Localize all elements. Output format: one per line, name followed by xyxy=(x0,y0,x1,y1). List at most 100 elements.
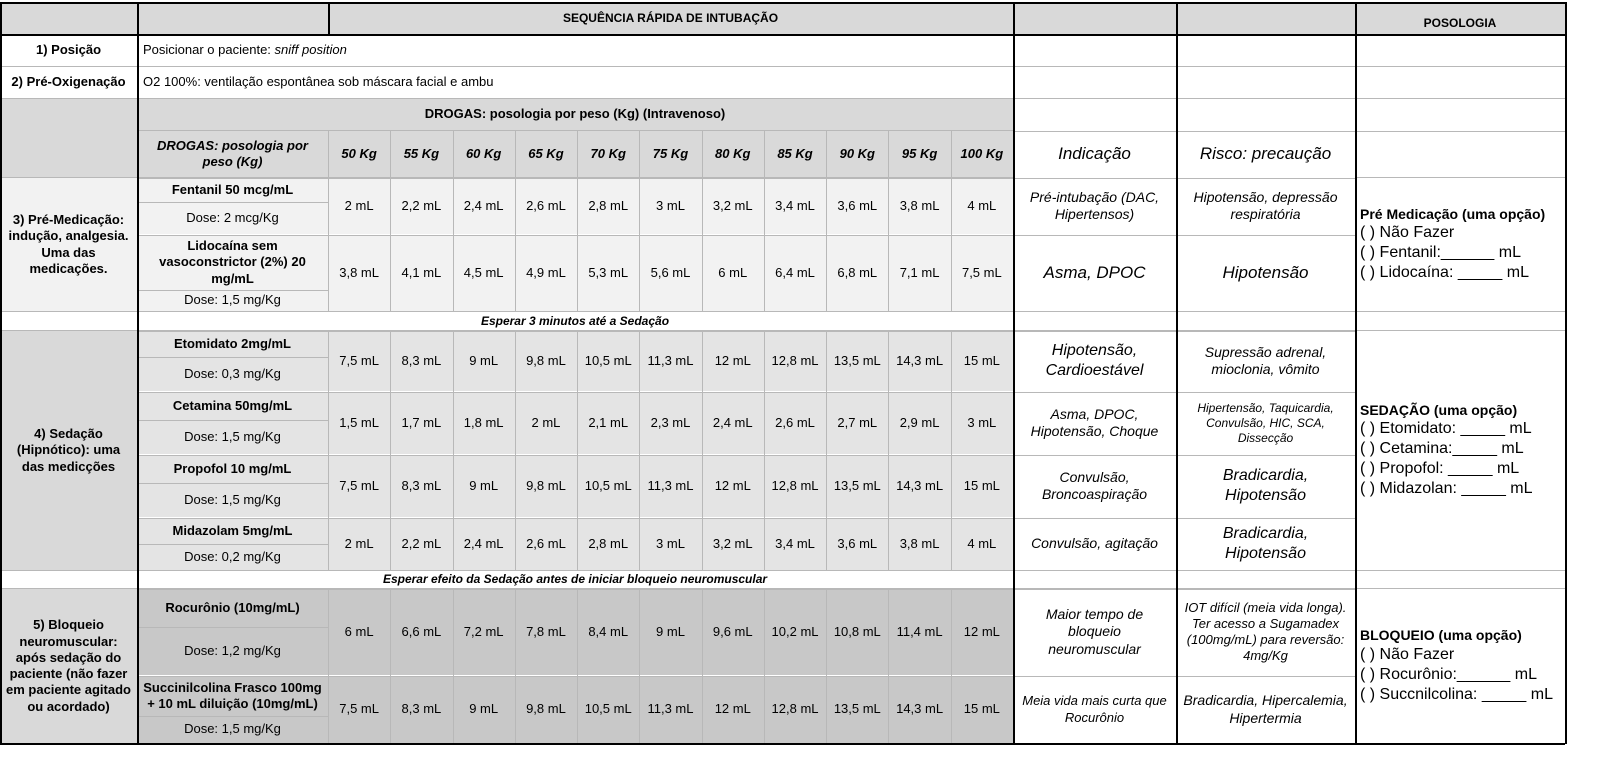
weight-header-7-text: 85 Kg xyxy=(777,145,813,161)
posologia-bloqueio-option[interactable]: ( ) Rocurônio:______ mL xyxy=(1360,665,1537,683)
indicacao-0: Pré-intubação (DAC, Hipertensos) xyxy=(1013,178,1176,234)
grid-vline xyxy=(452,331,454,570)
indicacao-2: Hipotensão, Cardioestável xyxy=(1013,331,1176,391)
dose-cell-6-6-text: 9,6 mL xyxy=(712,623,753,639)
dose-cell-5-5: 3 mL xyxy=(639,518,702,570)
separator-wait-block-text: Esperar efeito da Sedação antes de inici… xyxy=(382,572,768,586)
risco-7-text: Bradicardia, Hipercalemia, Hipertermia xyxy=(1183,692,1348,726)
indicacao-3: Asma, DPOC, Hipotensão, Choque xyxy=(1013,392,1176,454)
dose-cell-2-0: 7,5 mL xyxy=(328,331,391,391)
grid-vline xyxy=(888,589,890,743)
dose-cell-7-8-text: 13,5 mL xyxy=(833,701,881,717)
dose-cell-0-8-text: 3,6 mL xyxy=(837,197,878,213)
drug-dose-3: Dose: 1,5 mg/Kg xyxy=(137,420,328,454)
dose-cell-7-10-text: 15 mL xyxy=(963,701,1000,717)
grid-hline xyxy=(137,455,1355,456)
weight-header-5: 75 Kg xyxy=(639,131,702,177)
dose-cell-5-8-text: 3,6 mL xyxy=(837,535,878,551)
dose-cell-2-1: 8,3 mL xyxy=(390,331,453,391)
drugs-title-text: DROGAS: posologia por peso (Kg) (Intrave… xyxy=(424,106,726,122)
posologia-premed-option[interactable]: ( ) Lidocaína: _____ mL xyxy=(1360,264,1529,282)
dose-cell-1-3-text: 4,9 mL xyxy=(526,264,566,280)
dose-cell-7-6-text: 12 mL xyxy=(714,701,751,717)
risco-3: Hipertensão, Taquicardia, Convulsão, HIC… xyxy=(1176,392,1355,454)
drug-dose-2-text: Dose: 0,3 mg/Kg xyxy=(184,365,281,381)
dose-cell-4-4: 10,5 mL xyxy=(577,455,640,517)
dose-cell-5-4-text: 2,8 mL xyxy=(588,535,629,551)
step-preoxi-text-text: O2 100%: ventilação espontânea sob másca… xyxy=(143,74,494,90)
posologia-sedacao-option[interactable]: ( ) Etomidato: _____ mL xyxy=(1360,420,1532,438)
dose-cell-7-4: 10,5 mL xyxy=(577,676,640,743)
grid-vline xyxy=(328,2,330,34)
drug-name-0: Fentanil 50 mcg/mL xyxy=(137,178,328,202)
grid-hline xyxy=(0,34,1565,36)
grid-hline xyxy=(0,330,1013,331)
dose-cell-0-7: 3,4 mL xyxy=(763,178,827,234)
dose-cell-1-4-text: 5,3 mL xyxy=(588,264,629,280)
dose-cell-2-0-text: 7,5 mL xyxy=(339,352,379,368)
dose-cell-0-2-text: 2,4 mL xyxy=(463,197,504,213)
dose-cell-2-5-text: 11,3 mL xyxy=(647,352,694,368)
grid-hline xyxy=(0,743,1565,745)
dose-cell-3-1: 1,7 mL xyxy=(390,392,453,454)
dose-cell-4-5-text: 11,3 mL xyxy=(647,477,694,493)
weight-header-2: 60 Kg xyxy=(452,131,515,177)
weight-header-8-text: 90 Kg xyxy=(839,145,875,161)
grid-hline xyxy=(137,202,328,203)
drug-name-2-text: Etomidato 2mg/mL xyxy=(173,335,291,351)
separator-wait-sedation: Esperar 3 minutos até a Sedação xyxy=(137,312,1013,330)
grid-hline xyxy=(137,716,328,717)
grid-vline xyxy=(639,331,641,570)
dose-cell-0-9-text: 3,8 mL xyxy=(899,197,940,213)
dose-cell-1-6-text: 6 mL xyxy=(718,264,748,280)
dose-cell-6-1: 6,6 mL xyxy=(390,589,453,675)
dose-cell-3-6-text: 2,4 mL xyxy=(712,414,753,430)
drug-name-5-text: Midazolam 5mg/mL xyxy=(172,522,293,538)
dose-cell-6-0: 6 mL xyxy=(328,589,391,675)
posologia-sedacao-option[interactable]: ( ) Cetamina:_____ mL xyxy=(1360,440,1524,458)
drug-dose-7-text: Dose: 1,5 mg/Kg xyxy=(184,721,281,737)
dose-cell-3-4: 2,1 mL xyxy=(577,392,640,454)
dose-cell-7-0-text: 7,5 mL xyxy=(339,701,379,717)
grid-vline xyxy=(390,589,392,743)
dose-cell-2-2: 9 mL xyxy=(452,331,515,391)
indicacao-4: Convulsão, Broncoaspiração xyxy=(1013,455,1176,517)
dose-cell-4-10-text: 15 mL xyxy=(963,477,1000,493)
indicacao-header: Indicação xyxy=(1013,131,1176,177)
drug-dose-0: Dose: 2 mcg/Kg xyxy=(137,202,328,234)
dose-cell-7-3-text: 9,8 mL xyxy=(526,701,566,717)
dose-cell-3-0-text: 1,5 mL xyxy=(339,414,379,430)
posologia-sedacao-option[interactable]: ( ) Propofol: _____ mL xyxy=(1360,460,1520,478)
dose-cell-1-8: 6,8 mL xyxy=(826,235,889,311)
drugs-title: DROGAS: posologia por peso (Kg) (Intrave… xyxy=(137,99,1013,130)
dose-cell-4-4-text: 10,5 mL xyxy=(584,477,632,493)
dose-cell-4-3-text: 9,8 mL xyxy=(526,477,566,493)
dose-cell-2-8: 13,5 mL xyxy=(826,331,889,391)
dose-cell-3-1-text: 1,7 mL xyxy=(401,414,442,430)
indicacao-6: Maior tempo de bloqueio neuromuscular xyxy=(1013,589,1176,675)
grid-hline xyxy=(137,392,1355,393)
posologia-premed-option[interactable]: ( ) Fentanil:______ mL xyxy=(1360,244,1521,262)
posologia-bloqueio-option[interactable]: ( ) Não Fazer xyxy=(1360,645,1455,663)
dose-cell-7-2: 9 mL xyxy=(452,676,515,743)
grid-hline xyxy=(0,66,1013,67)
posologia-header-text: POSOLOGIA xyxy=(1423,16,1497,30)
dose-cell-3-3-text: 2 mL xyxy=(531,414,561,430)
header-left-blank xyxy=(0,3,137,34)
risco-2: Supressão adrenal, mioclonia, vômito xyxy=(1176,331,1355,391)
drug-name-1: Lidocaína sem vasoconstrictor (2%) 20 mg… xyxy=(137,235,328,290)
drug-name-6: Rocurônio (10mg/mL) xyxy=(137,589,328,627)
drug-dose-5: Dose: 0,2 mg/Kg xyxy=(137,544,328,570)
risco-header-text: Risco: precaução xyxy=(1199,144,1332,164)
drug-dose-6: Dose: 1,2 mg/Kg xyxy=(137,627,328,675)
risco-5-text: Bradicardia, Hipotensão xyxy=(1222,525,1309,562)
indicacao-3-text: Asma, DPOC, Hipotensão, Choque xyxy=(1030,405,1159,440)
posologia-bloqueio-option[interactable]: ( ) Succnilcolina: _____ mL xyxy=(1360,685,1553,703)
dose-cell-6-1-text: 6,6 mL xyxy=(401,623,442,639)
drug-dose-3-text: Dose: 1,5 mg/Kg xyxy=(184,428,281,444)
dose-cell-2-1-text: 8,3 mL xyxy=(401,352,442,368)
drug-name-3: Cetamina 50mg/mL xyxy=(137,392,328,420)
posologia-premed-option[interactable]: ( ) Não Fazer xyxy=(1360,224,1455,242)
posologia-sedacao-option[interactable]: ( ) Midazolan: _____ mL xyxy=(1360,480,1533,498)
header-blank-2 xyxy=(137,3,328,34)
